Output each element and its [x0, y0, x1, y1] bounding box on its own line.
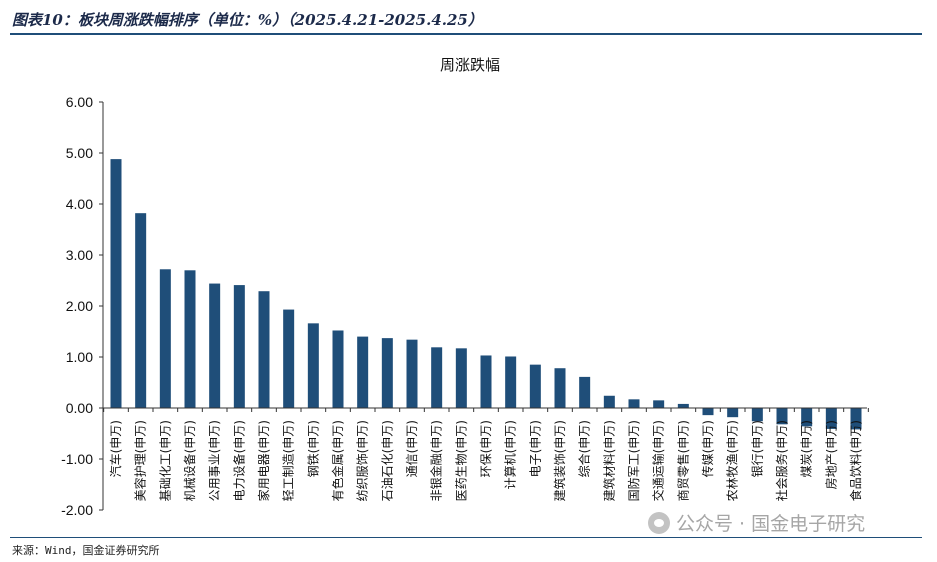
bar: [776, 408, 788, 425]
plot-area: 6.00 5.00 4.00 3.00 2.00 1.00 0.00 -1.00 -2.00 汽车…: [61, 94, 869, 518]
x-category-label: 建筑材料(申万): [601, 420, 616, 501]
x-category-label: 电子(申万): [528, 420, 542, 477]
bar: [184, 270, 196, 408]
x-category-label: 电力设备(申万): [232, 420, 246, 501]
bar-chart: 周涨跌幅 6.00 5.00 4.00 3.00 2.00 1.00 0.00 -1.00 -2…: [61, 56, 869, 518]
bar: [406, 339, 418, 408]
x-category-label: 社会服务(申万): [774, 420, 789, 501]
x-category-label: 钢铁(申万): [306, 420, 320, 477]
x-category-label: 商贸零售(申万): [675, 420, 690, 501]
x-category-label: 家用电器(申万): [256, 420, 271, 501]
x-category-label: 传媒(申万): [700, 420, 715, 477]
bar: [283, 309, 295, 408]
x-category-label: 有色金属(申万): [330, 420, 345, 501]
bar: [850, 408, 862, 430]
bar: [480, 355, 492, 408]
x-category-label: 美容护理(申万): [133, 420, 148, 501]
x-category-label: 交通运输(申万): [651, 420, 666, 501]
bar: [357, 336, 369, 408]
bar: [603, 395, 615, 408]
bar: [727, 408, 739, 418]
x-category-label: 基础化工(申万): [158, 420, 172, 501]
footer-rule: [10, 537, 922, 538]
bar: [307, 323, 319, 408]
y-tick-label: 1.00: [66, 349, 93, 365]
x-category-label: 银行(申万): [750, 420, 764, 477]
bar: [258, 291, 270, 408]
watermark-text: 公众号 · 国金电子研究: [676, 513, 866, 535]
x-category-label: 农林牧渔(申万): [726, 420, 740, 501]
x-category-label: 国防军工(申万): [626, 420, 641, 501]
y-tick-label: 3.00: [66, 247, 93, 263]
bar: [135, 213, 147, 408]
y-tick-label: 4.00: [66, 196, 93, 212]
x-category-label: 非银金融(申万): [429, 420, 444, 501]
bar: [825, 408, 837, 429]
bar: [110, 159, 122, 408]
bar: [529, 364, 541, 408]
y-tick-label: 0.00: [66, 400, 93, 416]
x-category-label: 食品饮料(申万): [848, 420, 863, 501]
title-rule: [10, 33, 922, 35]
y-tick-label: 6.00: [66, 94, 93, 110]
chart-title: 周涨跌幅: [440, 56, 500, 74]
x-category-label: 建筑装饰(申万): [552, 420, 567, 501]
wechat-icon: [648, 511, 670, 534]
source-note: 来源：Wind，国金证券研究所: [12, 544, 160, 557]
bar: [332, 330, 344, 408]
watermark: 公众号 · 国金电子研究: [648, 509, 865, 536]
x-category-label: 煤炭(申万): [800, 420, 814, 477]
x-category-label: 石油石化(申万): [380, 420, 394, 501]
y-tick-label: -1.00: [61, 451, 93, 467]
x-category-label: 通信(申万): [405, 420, 419, 477]
x-category-label: 汽车(申万): [108, 420, 123, 477]
x-category-label: 房地产(申万): [823, 420, 838, 489]
bar: [455, 348, 467, 408]
bar: [702, 408, 714, 416]
bar: [431, 347, 443, 408]
x-category-label: 轻工制造(申万): [282, 420, 296, 501]
x-category-label: 医药生物(申万): [454, 420, 468, 501]
bar: [653, 400, 665, 408]
bar: [554, 368, 566, 408]
x-category-label: 综合(申万): [577, 420, 592, 477]
figure-title: 图表10：板块周涨跌幅排序（单位：%）（2025.4.21-2025.4.25）: [12, 11, 483, 29]
bar: [677, 403, 689, 408]
y-tick-label: 5.00: [66, 145, 93, 161]
y-tick-label: 2.00: [66, 298, 93, 314]
x-category-label: 环保(申万): [479, 420, 493, 477]
bar: [381, 338, 393, 408]
bar: [801, 408, 813, 427]
x-category-label: 纺织服饰(申万): [356, 420, 370, 501]
x-category-label: 计算机(申万): [503, 420, 518, 489]
bar: [751, 408, 763, 422]
bar: [209, 283, 221, 408]
bar: [159, 269, 171, 408]
bar: [233, 285, 245, 408]
x-category-label: 机械设备(申万): [182, 420, 197, 501]
y-tick-label: -2.00: [61, 502, 93, 518]
bar: [505, 356, 517, 408]
bar: [579, 376, 591, 408]
x-category-label: 公用事业(申万): [208, 420, 222, 501]
bar: [628, 399, 640, 408]
